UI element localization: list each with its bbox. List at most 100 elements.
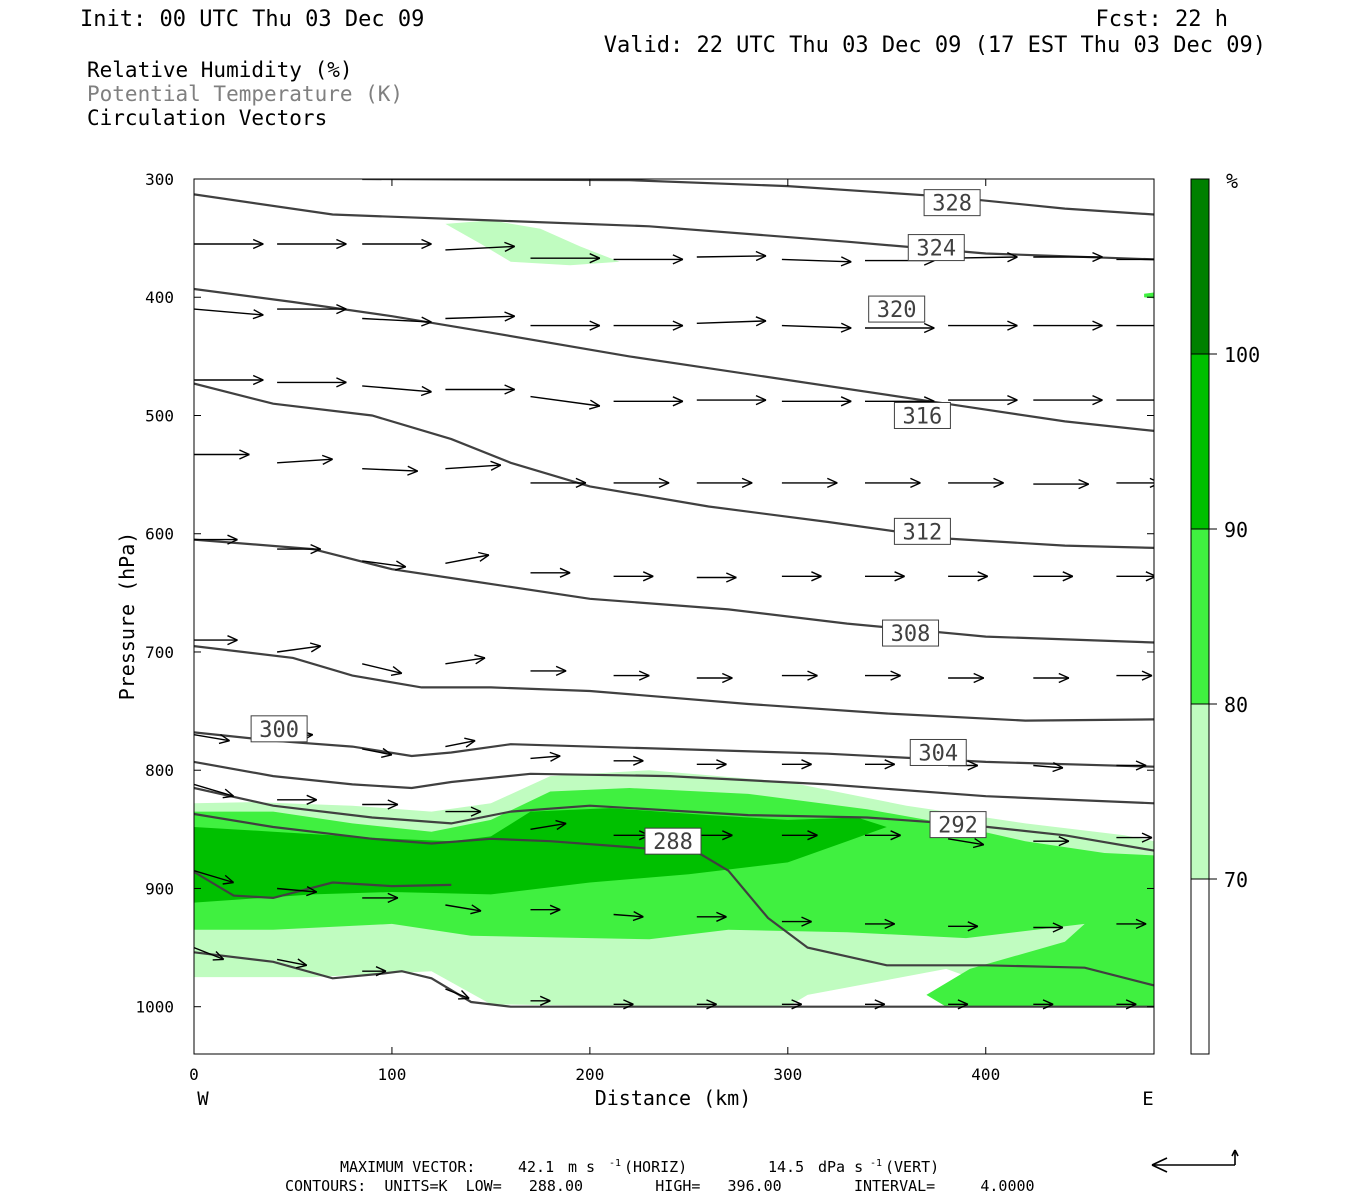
vector-arrow — [1116, 918, 1147, 930]
vector-arrow — [781, 256, 852, 267]
x-tick-label-400: 400 — [971, 1065, 1000, 1084]
vector-arrow — [194, 308, 264, 320]
vector-arrow — [1116, 670, 1153, 681]
vector-arrow — [781, 999, 802, 1010]
horiz-exponent: -1 — [609, 1158, 621, 1169]
vector-arrow — [613, 999, 634, 1010]
x-tick-label-200: 200 — [575, 1065, 604, 1084]
y-tick-label-400: 400 — [145, 288, 174, 307]
horiz-value: 42.1 — [518, 1158, 554, 1176]
colorbar-swatch-1 — [1190, 703, 1210, 880]
theta-contour-312-4 — [194, 538, 1154, 644]
y-tick-label-500: 500 — [145, 406, 174, 425]
vector-arrow — [445, 806, 482, 817]
vector-arrow — [696, 250, 767, 262]
init-time: Init: 00 UTC Thu 03 Dec 09 — [80, 7, 424, 32]
vector-arrow — [613, 571, 654, 582]
field-rh-label: Relative Humidity (%) — [87, 58, 353, 82]
vert-exponent: -1 — [870, 1158, 882, 1169]
x-tick-label-0: 0 — [189, 1065, 199, 1084]
vector-arrow — [696, 316, 767, 327]
y-tick-label-700: 700 — [145, 643, 174, 662]
vector-arrow — [781, 571, 822, 582]
vector-arrow — [1116, 258, 1154, 261]
vector-arrow — [445, 384, 515, 395]
vector-arrow — [696, 830, 733, 841]
theta-label-304: 304 — [918, 741, 958, 766]
vector-arrow — [947, 838, 985, 849]
vector-arrow — [781, 830, 818, 841]
theta-label-box-304 — [909, 738, 967, 766]
vector-arrow — [530, 320, 601, 331]
vector-arrow — [1116, 477, 1154, 489]
vector-arrow — [277, 454, 333, 466]
theta-label-box-292 — [929, 811, 987, 839]
colorbar-label-80: 80 — [1224, 693, 1248, 717]
vector-arrow — [277, 885, 318, 897]
vector-arrow — [194, 946, 225, 961]
theta-label-box-320 — [868, 295, 926, 323]
plot-frame — [193, 178, 1155, 1055]
theta-contour-296-11 — [194, 951, 1154, 1008]
vector-arrow — [613, 320, 684, 331]
vector-arrow — [277, 377, 347, 388]
theta-contour-316-3 — [194, 382, 1154, 549]
vector-arrow — [1033, 922, 1064, 933]
rh-region-90-2 — [194, 808, 887, 903]
y-tick-label-600: 600 — [145, 525, 174, 544]
x-east-label: E — [1142, 1088, 1153, 1110]
vector-arrow — [948, 921, 979, 932]
vector-arrow — [445, 737, 476, 748]
plot-area: 328 324 320 316 312 308 304 300 292 288 — [194, 179, 1154, 1054]
vector-arrow — [781, 477, 838, 489]
forecast-hour: Fcst: 22 h — [1096, 7, 1228, 32]
theta-contour-328-0 — [362, 179, 1154, 216]
theta-contour-292-8 — [194, 786, 1154, 852]
vector-arrow — [613, 477, 670, 489]
vector-arrow — [948, 320, 1018, 331]
vector-arrow — [445, 988, 470, 1000]
colorbar-label-70: 70 — [1224, 868, 1248, 892]
vector-arrow — [613, 254, 684, 265]
colorbar-label-90: 90 — [1224, 518, 1248, 542]
vector-arrow — [1116, 760, 1147, 771]
x-axis-title: Distance (km) — [595, 1086, 752, 1110]
vector-arrow — [865, 322, 935, 334]
x-west-label: W — [197, 1088, 209, 1110]
vector-arrow — [530, 751, 561, 762]
colorbar: 70 80 90 100 — [1190, 178, 1260, 1055]
reference-vector-icon — [1151, 1149, 1239, 1173]
vector-arrow — [530, 253, 601, 264]
vector-arrow — [530, 904, 561, 915]
vector-arrow — [362, 316, 432, 327]
vector-arrow — [613, 910, 644, 922]
vector-arrow — [865, 999, 886, 1010]
rh-region-90-3 — [534, 848, 559, 875]
vector-arrow — [696, 572, 737, 583]
vector-arrow — [1033, 320, 1103, 331]
theta-label-288: 288 — [653, 830, 693, 855]
vector-arrow — [781, 670, 818, 681]
vert-units: dPa s — [818, 1158, 863, 1176]
theta-label-box-312 — [893, 517, 951, 545]
vector-arrow — [948, 999, 969, 1010]
vector-arrow — [276, 958, 308, 969]
vector-arrow — [781, 916, 812, 927]
vector-arrow — [362, 385, 432, 397]
y-axis-title: Pressure (hPa) — [115, 532, 139, 701]
vector-arrow — [194, 374, 264, 386]
vector-arrow — [445, 654, 486, 665]
vector-arrow — [1033, 571, 1074, 582]
vector-arrow — [865, 918, 895, 930]
vector-arrow — [362, 238, 432, 250]
vector-arrow — [530, 477, 587, 489]
x-tick-label-300: 300 — [773, 1065, 802, 1084]
max-vector-line: MAXIMUM VECTOR: 42.1 m s -1 (HORIZ) 14.5… — [340, 1152, 939, 1176]
field-theta-label: Potential Temperature (K) — [87, 82, 403, 106]
vector-arrow — [530, 567, 571, 578]
vector-arrow — [194, 238, 264, 250]
vector-arrow — [277, 238, 347, 250]
colorbar-unit: % — [1226, 169, 1238, 193]
theta-label-box-308 — [882, 619, 940, 647]
vector-arrow — [194, 870, 235, 885]
